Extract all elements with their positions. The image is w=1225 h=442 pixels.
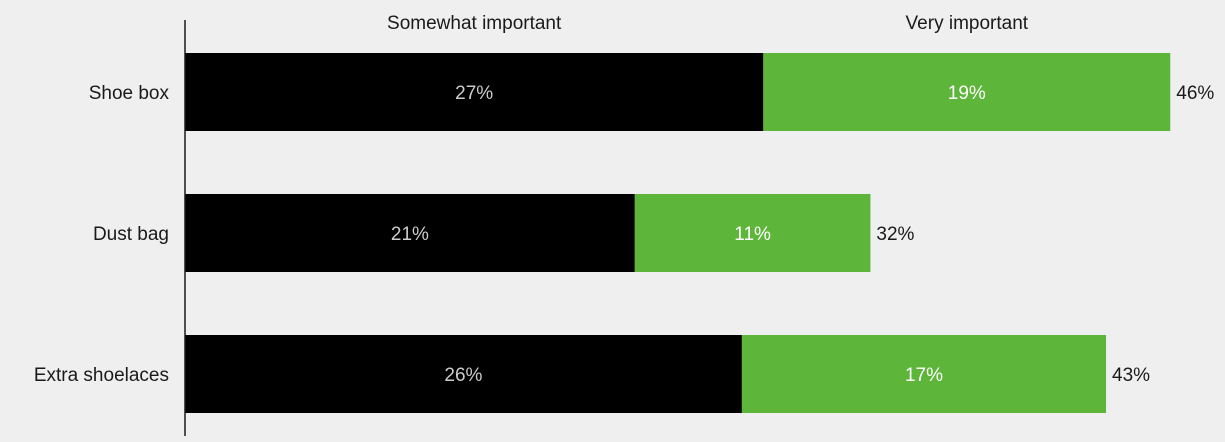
bar-segment: [634, 194, 871, 272]
category-label: Dust bag: [93, 224, 169, 245]
category-labels: Shoe box Dust bag Extra shoelaces: [34, 83, 170, 386]
category-label: Shoe box: [89, 83, 170, 104]
legend-entry: Somewhat important: [387, 13, 562, 34]
bar-segment: [185, 53, 764, 131]
bar-segment: [185, 194, 635, 272]
bar-value-label: 11%: [734, 224, 771, 245]
bar-segment: [763, 53, 1171, 131]
legend: Somewhat important Very important: [387, 13, 1029, 34]
bar-value-label: 21%: [391, 224, 429, 245]
bar-value-label: 19%: [948, 83, 986, 104]
legend-entry: Very important: [906, 13, 1029, 34]
bar-value-label: 26%: [444, 365, 482, 386]
bar-segment: [185, 335, 742, 413]
bars: 27% 19% 46% 21% 11% 32% 26% 17% 43%: [185, 53, 1214, 413]
bar-value-label: 17%: [905, 365, 943, 386]
bar-total-label: 46%: [1176, 83, 1214, 104]
bar-total-label: 43%: [1112, 365, 1150, 386]
bar-total-label: 32%: [876, 224, 914, 245]
bar-value-label: 27%: [455, 83, 493, 104]
category-label: Extra shoelaces: [34, 365, 169, 386]
bar-segment: [741, 335, 1107, 413]
